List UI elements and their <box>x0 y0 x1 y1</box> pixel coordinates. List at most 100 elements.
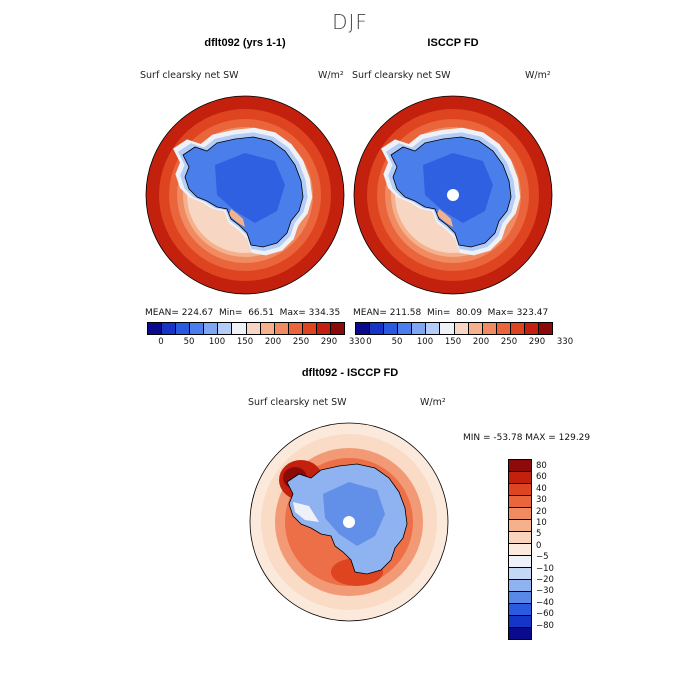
colorbar-tick-label: 50 <box>391 337 403 347</box>
polar-gap-diff <box>343 516 355 528</box>
colorbar-swatch <box>509 604 531 616</box>
colorbar-swatch <box>539 323 553 334</box>
colorbar-swatch <box>454 323 469 334</box>
colorbar-swatch <box>468 323 483 334</box>
colorbar-swatch <box>509 532 531 544</box>
colorbar-tick-label: 200 <box>472 337 490 347</box>
colorbar-swatch <box>509 616 531 628</box>
colorbar-swatch <box>331 323 345 334</box>
colorbar-swatch <box>162 323 177 334</box>
colorbar-swatch <box>509 556 531 568</box>
colorbar-swatch <box>509 568 531 580</box>
map-border <box>145 95 345 295</box>
colorbar-tick-label: 330 <box>348 337 366 347</box>
polar-gap <box>447 189 459 201</box>
diff-interior <box>323 482 385 546</box>
panel1-stats: MEAN= 224.67 Min= 66.51 Max= 334.35 <box>145 308 341 318</box>
plateau-region <box>215 153 285 223</box>
colorbar-swatch <box>288 323 303 334</box>
colorbar-swatch <box>509 472 531 484</box>
colorbar-swatch <box>370 323 385 334</box>
colorbar-tick-label: 30 <box>536 495 547 506</box>
panel1-colorbar-ticks: 0 50 100 150 200 250 290 330 <box>147 337 365 349</box>
panel2-colorbar <box>355 322 553 335</box>
colorbar-tick-label: −20 <box>536 575 554 585</box>
colorbar-swatch <box>302 323 317 334</box>
diff-peninsula <box>293 502 319 522</box>
colorbar-tick-label: −40 <box>536 597 554 608</box>
colorbar-tick-label: −30 <box>536 586 554 597</box>
panel3-title: dflt092 - ISCCP FD <box>301 367 399 379</box>
colorbar-swatch <box>356 323 371 334</box>
colorbar-swatch <box>509 484 531 496</box>
colorbar-swatch <box>510 323 525 334</box>
map-border <box>353 95 553 295</box>
colorbar-tick-label: 50 <box>183 337 195 347</box>
colorbar-tick-label: 0 <box>158 337 164 347</box>
colorbar-tick-label: 150 <box>444 337 462 347</box>
colorbar-swatch <box>509 496 531 508</box>
colorbar-tick-label: 290 <box>528 337 546 347</box>
colorbar-tick-label: 290 <box>320 337 338 347</box>
panel3-map <box>249 422 449 622</box>
colorbar-tick-label: −5 <box>536 552 549 563</box>
colorbar-swatch <box>482 323 497 334</box>
colorbar-tick-label: 5 <box>536 529 542 540</box>
colorbar-tick-label: 250 <box>292 337 310 347</box>
panel3-variable: Surf clearsky net SW <box>248 397 347 408</box>
colorbar-swatch <box>496 323 511 334</box>
panel2-map <box>353 95 553 295</box>
colorbar-swatch <box>412 323 427 334</box>
colorbar-swatch <box>509 580 531 592</box>
colorbar-tick-label: 100 <box>416 337 434 347</box>
colorbar-swatch <box>176 323 191 334</box>
ice-shelf <box>229 209 245 227</box>
colorbar-tick-label: 40 <box>536 483 547 494</box>
colorbar-swatch <box>260 323 275 334</box>
panel2-stats: MEAN= 211.58 Min= 80.09 Max= 323.47 <box>353 308 549 318</box>
coastline <box>182 136 304 248</box>
colorbar-swatch <box>246 323 261 334</box>
colorbar-tick-label: 330 <box>556 337 574 347</box>
colorbar-swatch <box>384 323 399 334</box>
colorbar-swatch <box>274 323 289 334</box>
colorbar-swatch <box>509 592 531 604</box>
colorbar-tick-label: −60 <box>536 609 554 620</box>
panel2-variable: Surf clearsky net SW <box>352 70 451 81</box>
ice-shelf <box>437 209 453 227</box>
coastline <box>390 136 512 248</box>
colorbar-tick-label: 10 <box>536 518 547 528</box>
colorbar-swatch <box>398 323 413 334</box>
colorbar-swatch <box>232 323 247 334</box>
panel1-unit: W/m² <box>318 70 344 81</box>
panel1-map <box>145 95 345 295</box>
colorbar-tick-label: 60 <box>536 472 547 483</box>
colorbar-tick-label: 150 <box>236 337 254 347</box>
colorbar-swatch <box>509 508 531 520</box>
colorbar-swatch <box>509 544 531 556</box>
colorbar-tick-label: 100 <box>208 337 226 347</box>
panel3-unit: W/m² <box>420 397 446 408</box>
colorbar-swatch <box>190 323 205 334</box>
panel1-title: dflt092 (yrs 1-1) <box>204 37 286 49</box>
colorbar-tick-label: 20 <box>536 506 547 517</box>
page-title: DJF <box>332 10 368 34</box>
panel2-colorbar-ticks: 0 50 100 150 200 250 290 330 <box>355 337 573 349</box>
coastline-diff <box>286 463 408 575</box>
plateau-region <box>423 153 493 223</box>
colorbar-swatch <box>509 520 531 532</box>
colorbar-tick-label: 80 <box>536 461 547 471</box>
colorbar-tick-label: 0 <box>366 337 372 347</box>
colorbar-swatch <box>204 323 219 334</box>
colorbar-swatch <box>148 323 163 334</box>
colorbar-tick-label: 250 <box>500 337 518 347</box>
colorbar-swatch <box>509 460 531 472</box>
colorbar-tick-label: −10 <box>536 563 554 574</box>
colorbar-swatch <box>218 323 233 334</box>
map-border-diff <box>249 422 449 622</box>
colorbar-swatch <box>316 323 332 334</box>
panel3-colorbar <box>508 459 532 640</box>
colorbar-tick-label: 200 <box>264 337 282 347</box>
panel2-title: ISCCP FD <box>427 37 479 49</box>
colorbar-swatch <box>509 628 531 639</box>
